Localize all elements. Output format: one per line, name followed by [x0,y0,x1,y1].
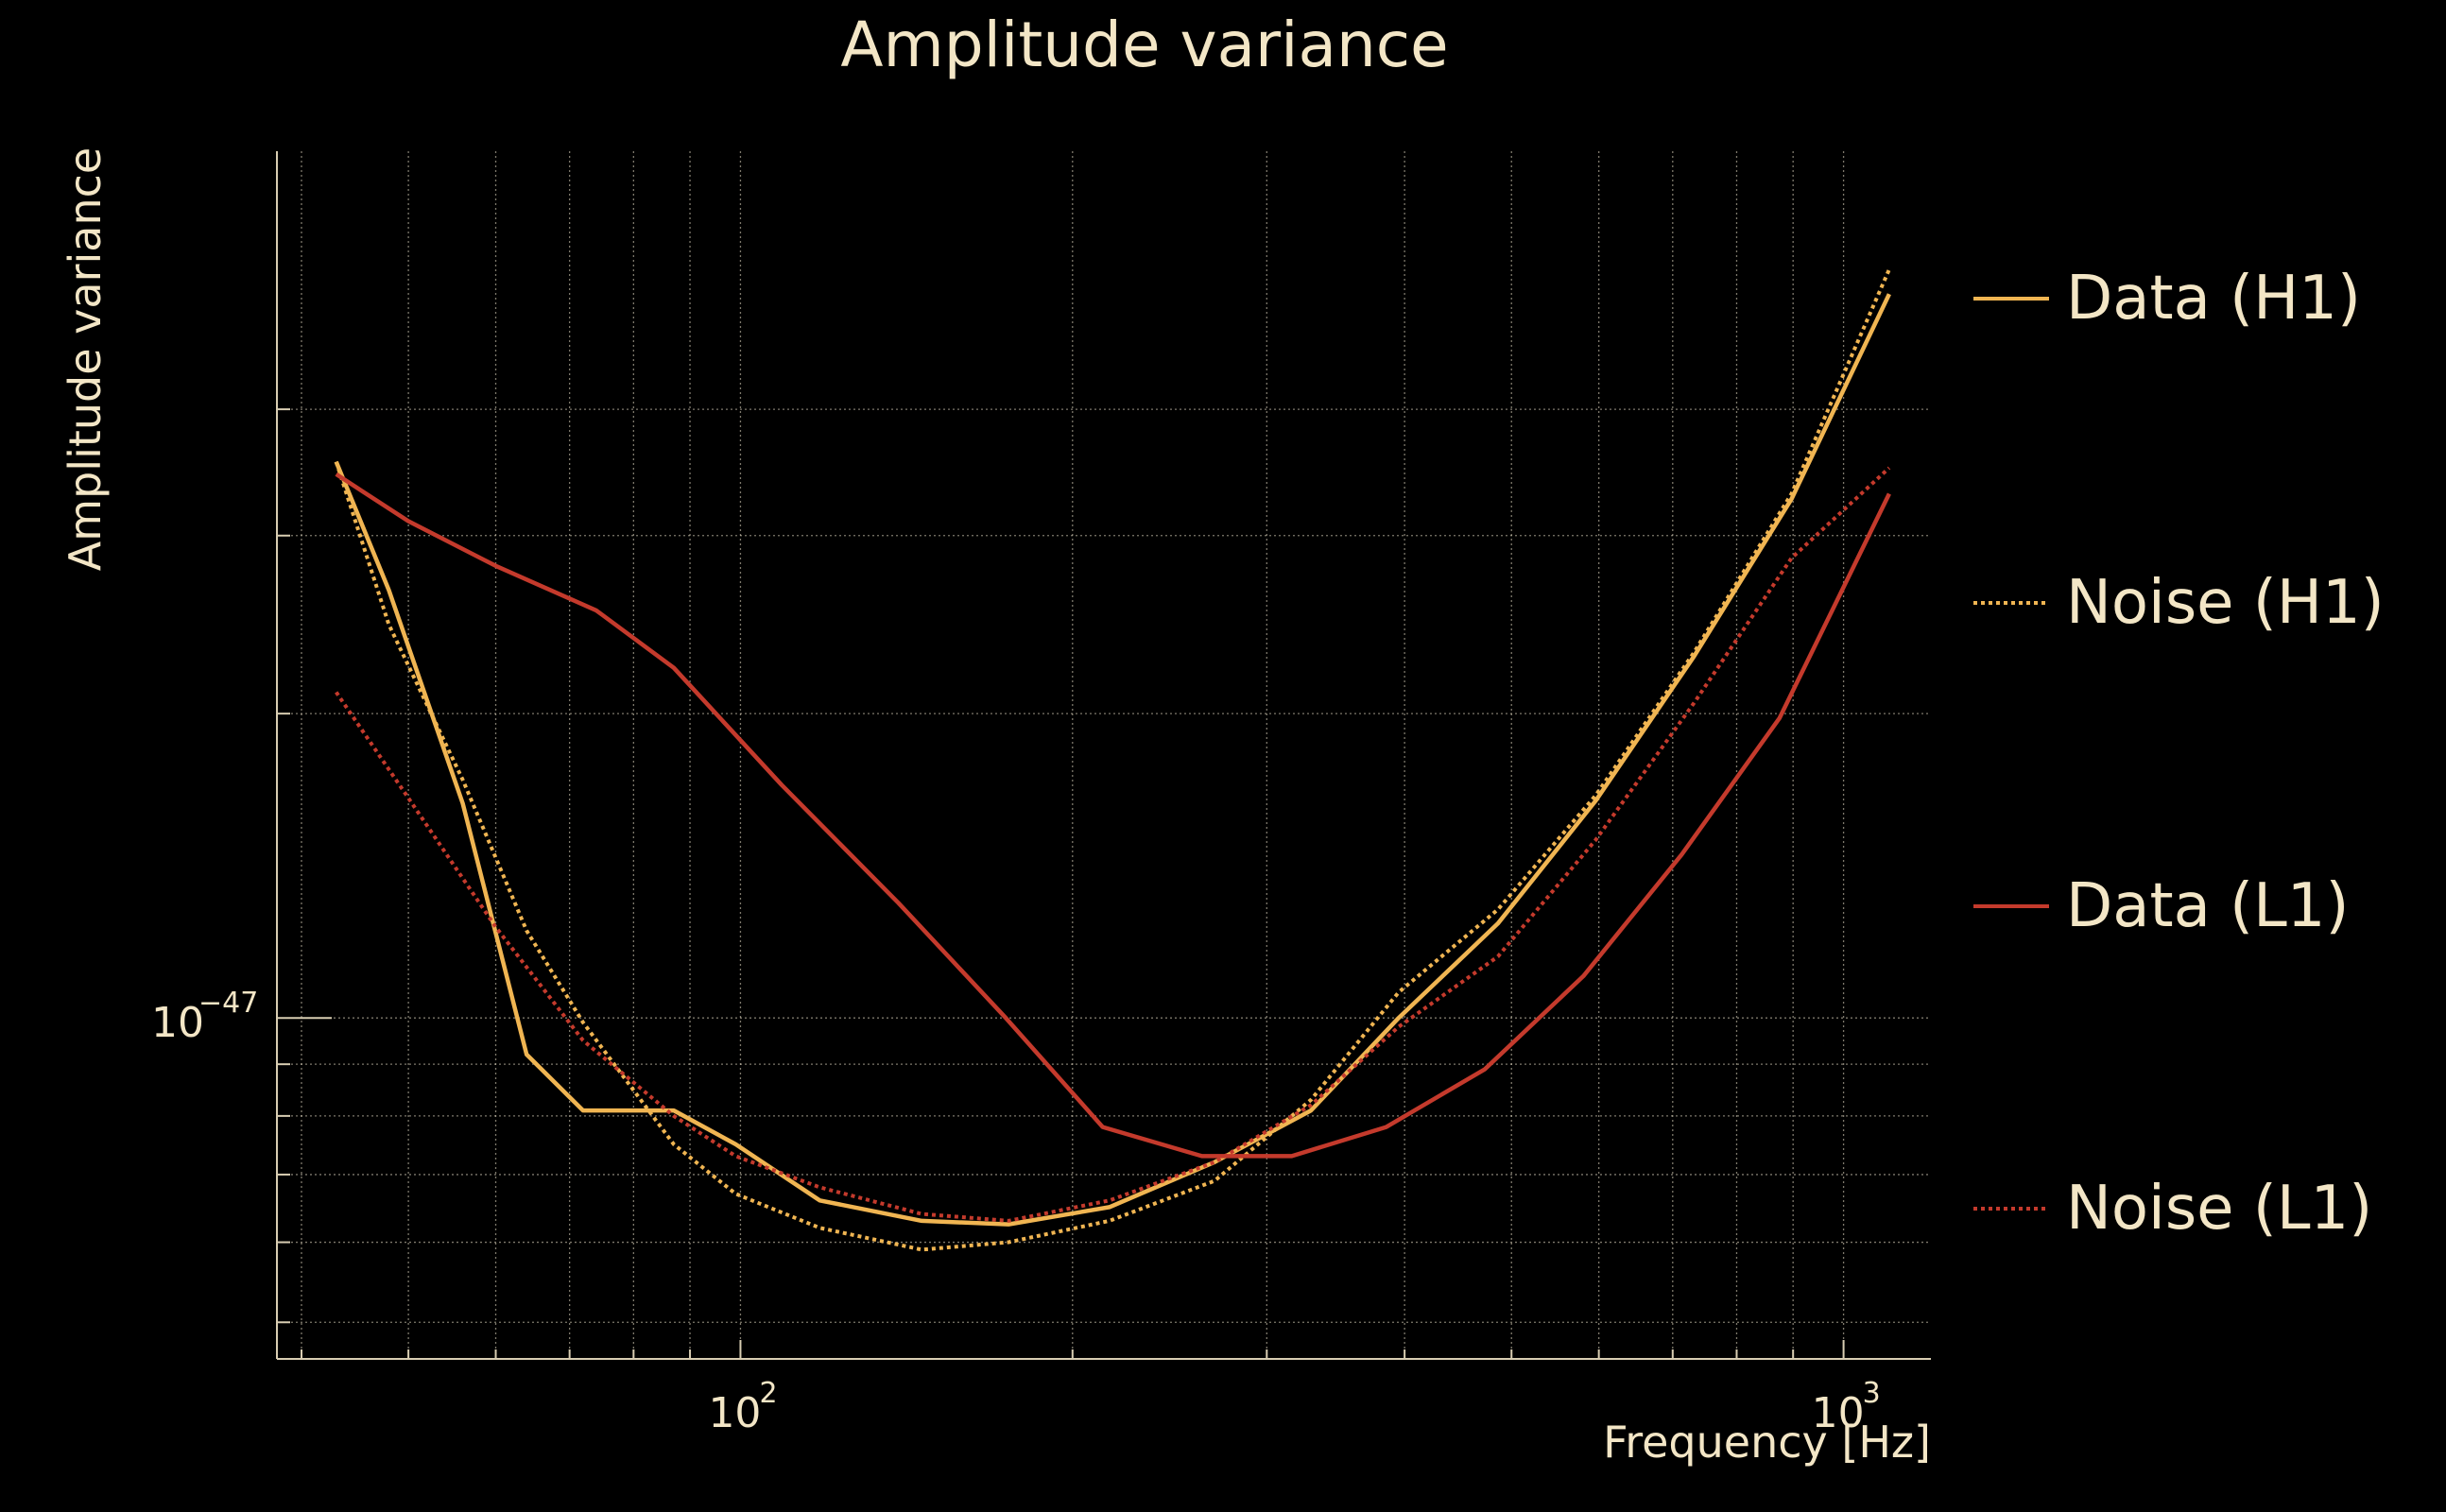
x-tick-label: 10 [1812,1389,1865,1437]
x-tick-label-exponent: 3 [1863,1377,1881,1410]
y-tick-label: 10 [151,999,204,1047]
series-line-data-h1 [334,293,1891,1227]
grid-lines [277,151,1931,1359]
legend-label-noise-l1: Noise (L1) [2066,1174,2372,1244]
series-line-data-l1 [335,472,1891,1159]
series-lines [334,268,1891,1252]
y-tick-label-exponent: −47 [198,987,258,1020]
chart-title: Amplitude variance [840,9,1448,81]
x-tick-label-exponent: 2 [759,1377,777,1410]
legend-label-noise-h1: Noise (H1) [2066,568,2385,638]
series-line-noise-l1 [335,466,1891,1223]
legend-label-data-h1: Data (H1) [2066,264,2361,334]
y-axis-label: Amplitude variance [60,147,111,571]
x-axis-label: Frequency [Hz] [1603,1417,1931,1468]
x-tick-label: 10 [708,1389,761,1437]
axes [276,151,1931,1360]
series-line-noise-h1 [334,268,1891,1252]
legend-label-data-l1: Data (L1) [2066,871,2349,941]
legend: Data (H1) Noise (H1) Data (L1) Noise (L1) [1973,264,2385,1244]
